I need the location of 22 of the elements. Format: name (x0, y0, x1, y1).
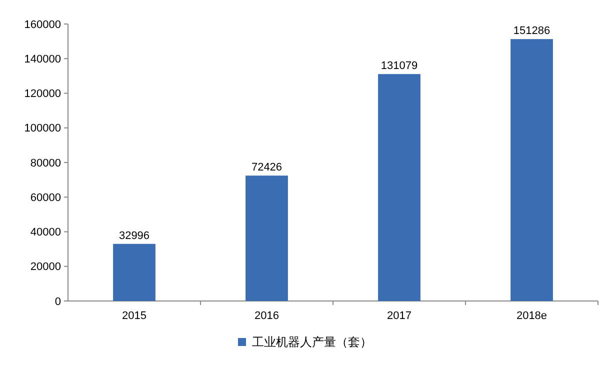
data-label: 32996 (118, 230, 150, 242)
x-tick-label: 2016 (254, 310, 279, 322)
bar (246, 176, 288, 301)
y-tick-label: 60000 (30, 192, 61, 204)
y-tick-label: 100000 (24, 122, 61, 135)
legend-label: 工业机器人产量（套） (252, 335, 372, 350)
y-tick-label: 80000 (30, 157, 61, 170)
bar (113, 244, 156, 301)
y-tick-label: 0 (54, 296, 61, 308)
data-label: 131079 (380, 60, 418, 72)
y-tick-label: 40000 (30, 226, 61, 239)
y-tick-label: 20000 (30, 261, 61, 274)
y-tick-label: 160000 (24, 18, 61, 31)
data-label: 72426 (251, 162, 282, 174)
x-tick-label: 2015 (122, 310, 146, 322)
bar (378, 74, 420, 301)
bar (510, 39, 553, 301)
x-tick-label: 2018e (516, 310, 548, 322)
y-tick-label: 120000 (24, 88, 61, 100)
x-tick-label: 2017 (387, 310, 412, 322)
data-label: 151286 (513, 25, 550, 38)
y-tick-label: 140000 (24, 53, 61, 66)
